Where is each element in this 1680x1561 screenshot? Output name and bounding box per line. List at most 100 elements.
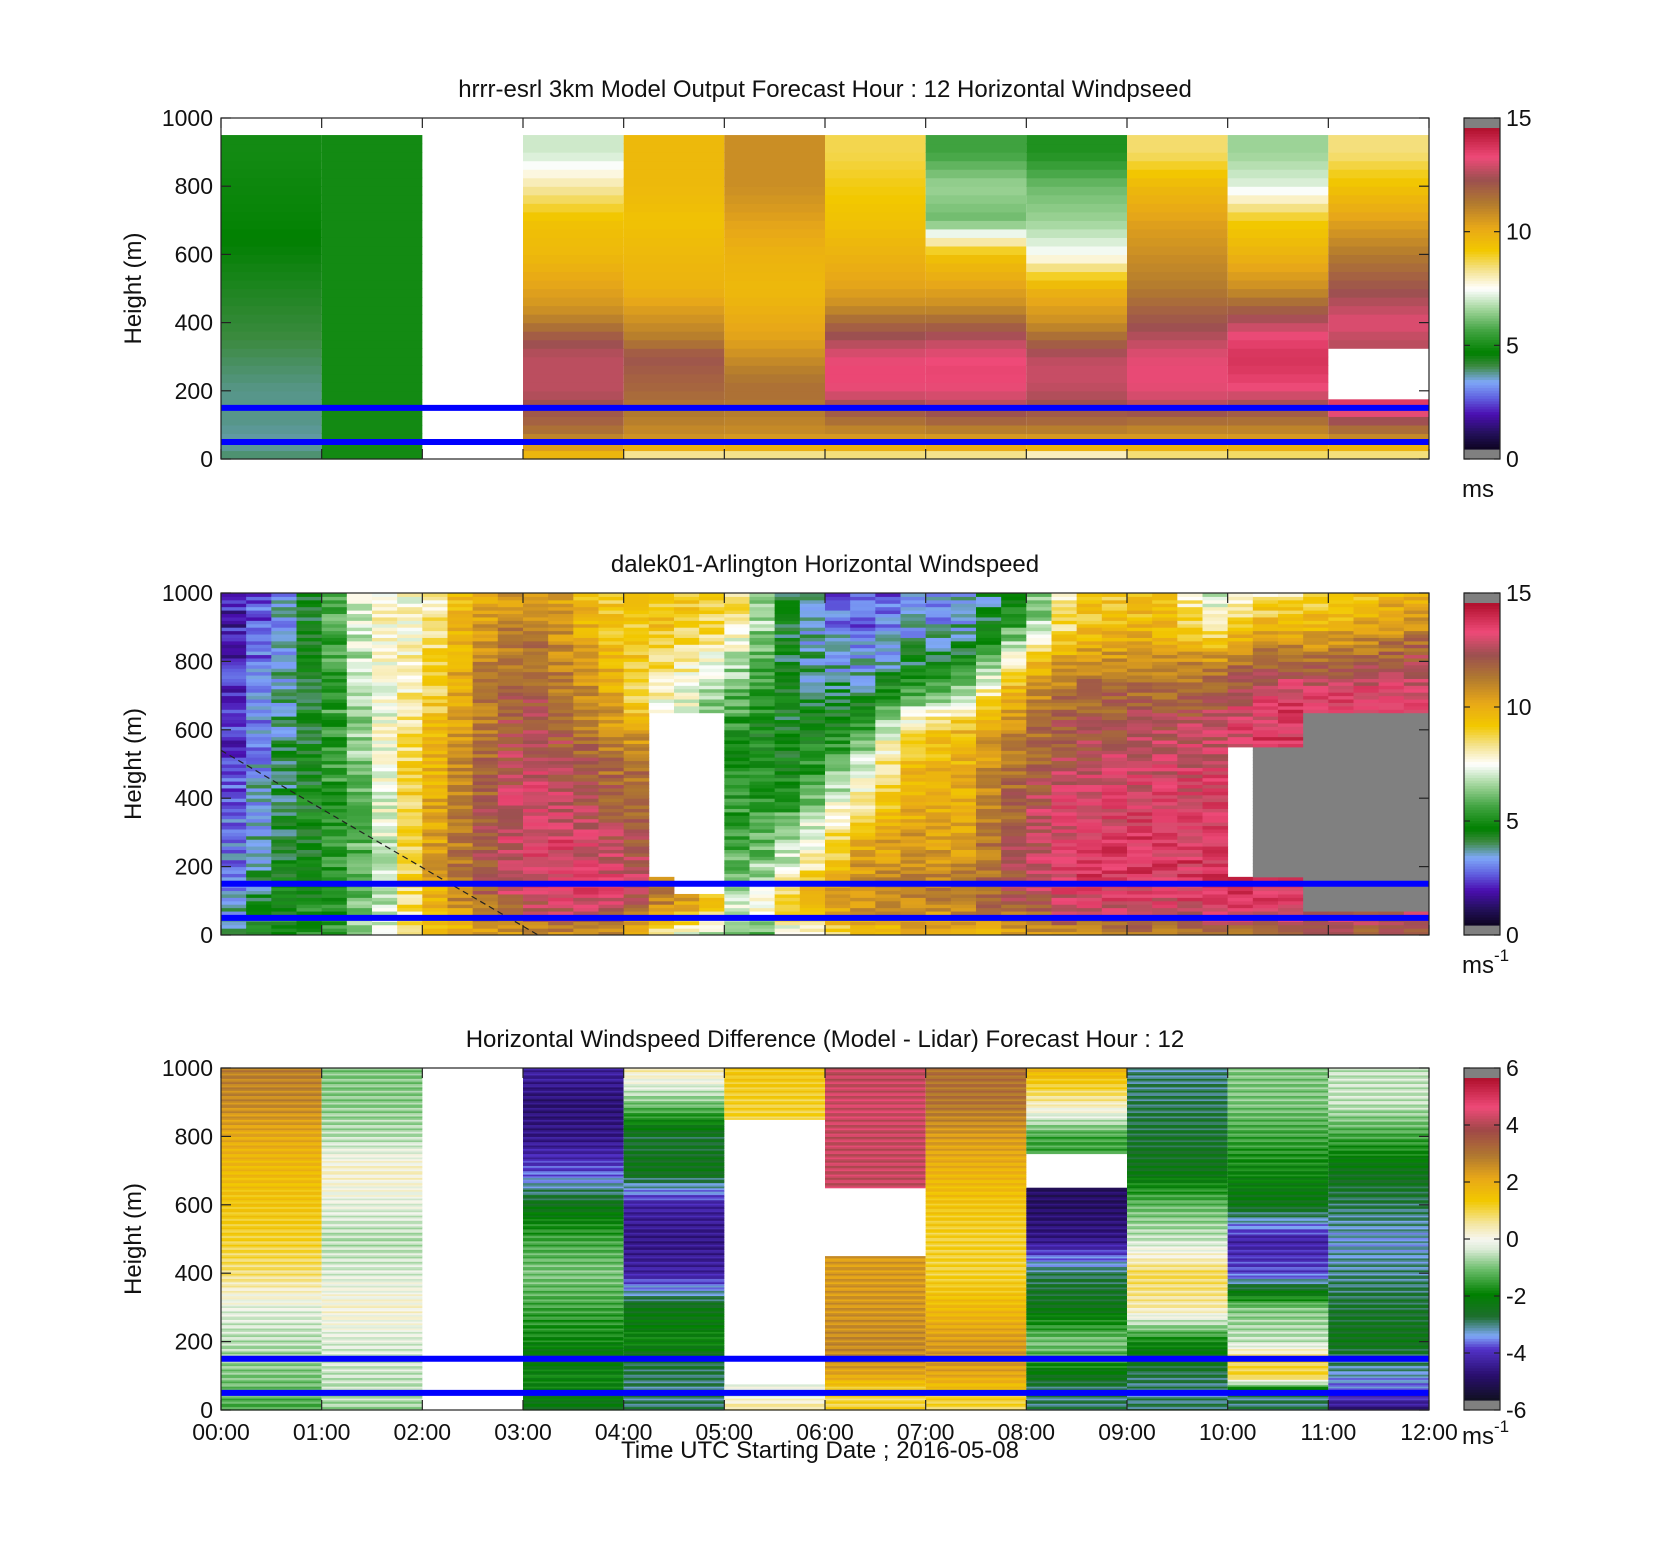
heatmap-cell — [548, 671, 574, 676]
heatmap-cell — [296, 828, 323, 833]
colorbar-segment — [1464, 210, 1500, 215]
heatmap-cell — [950, 647, 977, 652]
heatmap-cell — [598, 924, 625, 929]
heatmap-cell — [925, 921, 952, 926]
heatmap-cell — [497, 757, 524, 762]
heatmap-cell — [1101, 750, 1128, 755]
heatmap-cell — [1177, 770, 1203, 775]
heatmap-cell — [271, 675, 297, 679]
heatmap-cell — [749, 685, 776, 690]
heatmap-cell — [774, 630, 801, 635]
heatmap-cell — [422, 825, 448, 830]
heatmap-cell — [850, 801, 876, 806]
heatmap-cell — [221, 893, 247, 898]
heatmap-cell — [1127, 365, 1228, 375]
heatmap-cell — [346, 760, 373, 765]
heatmap-cell — [271, 866, 297, 871]
heatmap-cell — [1252, 753, 1279, 758]
heatmap-cell — [875, 675, 901, 679]
heatmap-cell — [573, 787, 599, 792]
heatmap-cell — [1278, 852, 1304, 857]
heatmap-cell — [1303, 746, 1329, 751]
heatmap-cell — [422, 729, 448, 734]
heatmap-cell — [523, 870, 549, 874]
heatmap-cell — [1227, 928, 1254, 933]
heatmap-cell — [950, 921, 977, 926]
heatmap-cell — [346, 606, 373, 611]
heatmap-cell — [548, 828, 574, 833]
heatmap-cell — [1303, 637, 1329, 642]
heatmap-cell — [1328, 606, 1354, 611]
heatmap-cell — [1101, 924, 1128, 929]
heatmap-cell — [1001, 671, 1027, 676]
heatmap-cell — [1303, 764, 1329, 768]
heatmap-cell — [774, 818, 801, 823]
heatmap-cell — [724, 733, 750, 738]
heatmap-cell — [321, 407, 423, 417]
heatmap-cell — [1127, 928, 1153, 933]
heatmap-cell — [372, 736, 398, 741]
heatmap-cell — [1328, 852, 1354, 857]
heatmap-cell — [1353, 651, 1380, 656]
heatmap-cell — [1177, 890, 1203, 895]
heatmap-cell — [1328, 203, 1429, 213]
heatmap-cell — [296, 644, 323, 649]
heatmap-cell — [1001, 835, 1027, 840]
heatmap-cell — [271, 705, 297, 710]
heatmap-cell — [950, 627, 977, 632]
heatmap-cell — [221, 736, 247, 741]
heatmap-cell — [1227, 890, 1254, 895]
heatmap-cell — [623, 288, 725, 298]
heatmap-cell — [321, 921, 348, 926]
heatmap-cell — [246, 599, 272, 604]
heatmap-cell — [598, 675, 625, 679]
heatmap-cell — [850, 928, 876, 933]
heatmap-cell — [271, 712, 297, 717]
heatmap-cell — [296, 637, 323, 642]
heatmap-cell — [799, 729, 826, 734]
heatmap-cell — [548, 822, 574, 827]
heatmap-cell — [397, 613, 423, 618]
heatmap-cell — [573, 675, 599, 679]
heatmap-cell — [296, 839, 323, 844]
heatmap-cell — [825, 169, 926, 179]
heatmap-cell — [1328, 271, 1429, 281]
heatmap-cell — [271, 911, 297, 915]
heatmap-cell — [1001, 647, 1027, 652]
heatmap-cell — [1001, 873, 1027, 878]
heatmap-cell — [1152, 876, 1178, 881]
heatmap-cell — [623, 220, 725, 230]
heatmap-cell — [1152, 808, 1178, 813]
heatmap-cell — [623, 729, 650, 734]
heatmap-cell — [976, 685, 1002, 690]
heatmap-cell — [221, 777, 247, 782]
heatmap-cell — [1001, 791, 1027, 796]
heatmap-cell — [1227, 382, 1329, 392]
heatmap-cell — [346, 904, 373, 909]
heatmap-cell — [523, 262, 624, 273]
heatmap-cell — [825, 873, 851, 878]
heatmap-cell — [548, 593, 574, 597]
heatmap-cell — [271, 815, 297, 820]
heatmap-cell — [397, 743, 423, 748]
heatmap-cell — [623, 348, 725, 358]
heatmap-cell — [497, 822, 524, 827]
heatmap-cell — [724, 610, 750, 615]
colorbar-segment — [1464, 368, 1500, 373]
heatmap-cell — [1202, 647, 1229, 652]
heatmap-cell — [221, 852, 247, 857]
heatmap-cell — [1227, 603, 1254, 608]
heatmap-cell — [1076, 726, 1103, 731]
heatmap-cell — [1127, 904, 1153, 909]
heatmap-cell — [598, 863, 625, 868]
heatmap-cell — [1001, 784, 1027, 789]
heatmap-cell — [674, 699, 700, 703]
heatmap-cell — [1227, 220, 1329, 230]
colorbar-segment — [1464, 152, 1500, 156]
heatmap-cell — [548, 702, 574, 707]
heatmap-cell — [246, 767, 272, 772]
colorbar-segment — [1464, 307, 1500, 311]
heatmap-cell — [296, 887, 323, 892]
heatmap-cell — [296, 911, 323, 915]
heatmap-cell — [699, 613, 725, 618]
